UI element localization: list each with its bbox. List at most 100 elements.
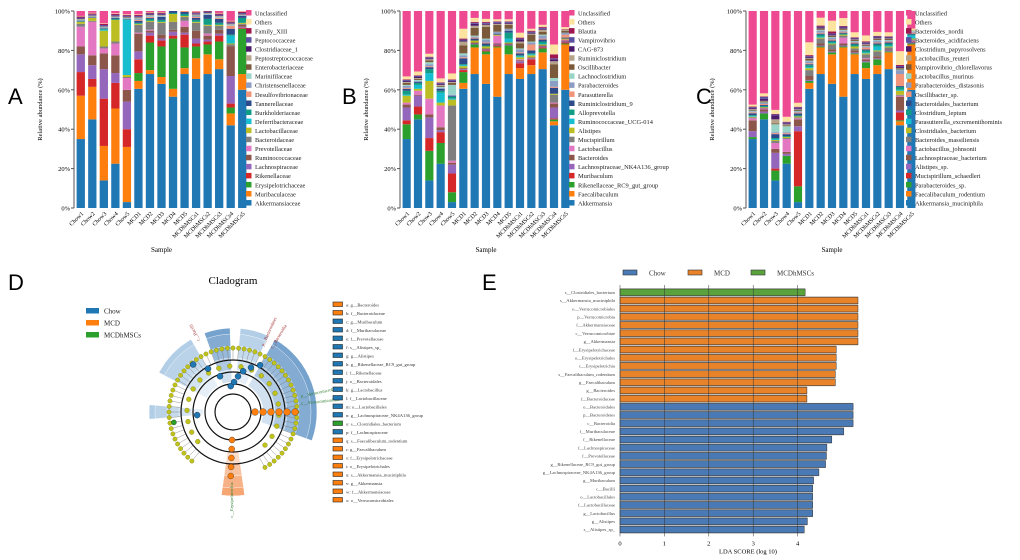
bar-segment-MCDhMSCs2-Clostridiales_bacterium [873, 50, 882, 52]
lda-bar-o__Erysipelotrichales [619, 354, 837, 362]
bar-segment-MCDhMSCs1-Family_XIII [191, 12, 201, 14]
legend-label: Erysipelotrichaceae [255, 182, 306, 189]
bar-segment-Chow3-Alloprevotella [425, 69, 434, 74]
bar-segment-MCDhMSCs4-Parasutterella [549, 86, 559, 88]
taxon-node [166, 404, 172, 409]
bar-segment-MCDhMSCs4-Alistipes_sp. [895, 110, 905, 113]
bar-segment-MCDhMSCs2-Family_XIII [203, 11, 212, 12]
key-label: u: s__Akkermansia_muciniphila [346, 472, 406, 477]
bar-segment-MCD2-Lachnoclostridium [470, 35, 479, 37]
bar-segment-MCD2-Ruminococcaceae [145, 30, 155, 33]
bar-segment-Chow2-Tannerellaceae [88, 17, 97, 18]
bar-segment-Chow4-Oscillibacter [436, 85, 445, 87]
bar-segment-Chow1-Lachnospiraceae_bacterium [748, 120, 757, 132]
bar-segment-MCD3-Oscillibacter [481, 26, 491, 39]
bar-segment-MCDhMSCs3-Others [215, 12, 224, 14]
bar-segment-Chow1-Family_XIII [76, 16, 85, 18]
key-swatch [332, 403, 343, 409]
legend-swatch [246, 91, 252, 97]
bar-segment-MCDhMSCs2-Rikenellaceae [203, 41, 212, 45]
bar-segment-Chow3-Alistipes_sp. [771, 152, 780, 169]
bar-segment-Chow2-Lachnospiraceae_bacterium [759, 109, 769, 112]
bar-segment-MCD5-Ruminococcaceae [180, 26, 189, 33]
bar-segment-MCD1-Unclassified [459, 11, 468, 29]
legend-swatch [246, 145, 252, 152]
bar-segment-MCDhMSCs1-Blautia [515, 37, 525, 39]
bar-segment-MCDhMSCs4-Parasutterella_excrementihominis [895, 89, 905, 91]
legend-swatch [569, 181, 575, 188]
bar-segment-MCD2-Marinifilaceae [145, 15, 155, 17]
bar-segment-Chow1-Tannerellaceae [76, 20, 85, 22]
bar-segment-Chow5-Blautia [447, 79, 457, 80]
bar-label: c__Bacteroidia [587, 421, 615, 426]
bar-segment-Chow5-Tannerellaceae [122, 18, 132, 20]
bar-segment-MCDhMSCs1-Others [515, 32, 525, 38]
bar-segment-Chow4-Unclassified [782, 11, 791, 117]
key-swatch [332, 395, 343, 401]
bar-segment-MCD4-Akkermansiaceae [168, 96, 178, 208]
bar-segment-MCD1-Others [134, 14, 143, 15]
bar-segment-MCD2-Ruminiclostridium_9 [470, 38, 479, 41]
bar-segment-MCDhMSCs1-Muribaculaceae [191, 58, 201, 79]
bar-segment-MCDhMSCs2-Alistipes_sp. [873, 58, 882, 60]
lda-bar-c__Erysipelotrichia [619, 362, 837, 370]
bar-segment-MCDhMSCs3-Parabacteroides_distasonis [884, 40, 893, 42]
bar-segment-MCDhMSCs4-Akkermansiaceae [226, 125, 235, 208]
taxon-node [203, 351, 209, 357]
key-swatch [332, 497, 343, 503]
legend-label: Bacteroidaceae [255, 137, 294, 144]
legend-label: CAG-873 [578, 47, 603, 54]
key-swatch [332, 344, 343, 350]
taxon-node [275, 454, 281, 460]
bar-segment-MCDhMSCs3-Oscillibacter [538, 31, 547, 35]
bar-segment-Chow3-Oscillibacter_sp. [771, 133, 780, 135]
tree-branch-ring [214, 393, 252, 431]
bar-segment-Chow3-Parabacteroides_sp. [771, 170, 780, 181]
y-tick-label: 60% [58, 87, 71, 94]
lda-bar-f__Bacteroidaceae [619, 395, 808, 403]
bar-segment-MCDhMSCs1-Bacteroides_massiliensis [861, 54, 871, 59]
key-swatch [332, 420, 343, 426]
bar-segment-MCDhMSCs2-Bacteroidaceae [203, 25, 212, 34]
legend-swatch [906, 100, 912, 106]
bar-segment-MCDhMSCs2-Faecalibaculum_rodentium [873, 65, 882, 75]
bar-segment-MCD2-Christensenellaceae [145, 16, 155, 17]
bar-segment-Chow4-Clostridiales_bacterium [782, 137, 791, 139]
bar-segment-MCD2-Oscillibacter [470, 27, 479, 36]
legend-swatch [622, 269, 638, 276]
taxon-node [279, 368, 285, 374]
bar-segment-Chow5-Alistipes [447, 99, 457, 106]
bar-label: g__Lachnospiraceae_NK4A136_group [543, 470, 616, 475]
bar-segment-MCDhMSCs5-Ruminococcaceae [238, 24, 247, 27]
key-label: a: g__Bacteroides [346, 302, 379, 307]
bar-segment-MCDhMSCs4-Oscillibacter_sp. [895, 74, 905, 86]
bar-segment-Chow1-Ruminococcaceae_UCG-014 [402, 94, 411, 96]
bar-segment-MCD4-Bacteroides_acidifaciens [839, 26, 848, 28]
bar-segment-MCDhMSCs4-Bacteroides_massiliensis [895, 94, 905, 96]
taxon-node [219, 346, 225, 352]
bar-segment-MCD2-Bacteroides_massiliensis [816, 38, 825, 44]
legend-label: Parasutterella_excrementihominis [915, 119, 1002, 126]
bar-segment-MCDhMSCs1-Faecalibaculum [515, 68, 525, 79]
bar-segment-MCD1-Akkermansia [459, 88, 468, 208]
bar-segment-MCDhMSCs3-Tannerellaceae [215, 18, 224, 23]
bar-segment-MCD5-Rikenellaceae [180, 34, 189, 48]
legend-label: Parasutterella [578, 92, 613, 99]
bar-segment-MCDhMSCs2-Muribaculum [527, 59, 536, 66]
bar-segment-MCD3-Vampirovibrio_chlorellavorus [827, 36, 837, 38]
taxon-node-chow [193, 411, 201, 419]
bar-segment-MCDhMSCs1-Vampirovibrio [515, 38, 525, 40]
bar-segment-Chow2-Others [413, 71, 423, 76]
legend-label: Bacteroidales_bacterium [915, 101, 979, 108]
bar-segment-MCDhMSCs1-Akkermansia_muciniphila [861, 78, 871, 208]
bar-segment-Chow2-Ruminococcaceae_UCG-014 [413, 84, 423, 89]
bar-segment-Chow3-Blautia [425, 56, 434, 58]
bar-segment-MCD1-Faecalibaculum_rodentium [805, 82, 814, 89]
bar-segment-MCD4-Faecalibaculum [493, 47, 502, 97]
bar-segment-Chow5-Lachnospiraceae [122, 101, 132, 130]
bar-segment-MCD4-Rikenellaceae_RC9_gut_group [493, 46, 502, 48]
bar-segment-MCD5-Lactobacillus_reuteri [850, 39, 859, 40]
bar-segment-Chow2-Alistipes [413, 88, 423, 91]
bar-segment-Chow3-Clostridiales_bacterium [771, 140, 780, 142]
legend-label: Bacteroides_acidifaciens [915, 37, 979, 44]
